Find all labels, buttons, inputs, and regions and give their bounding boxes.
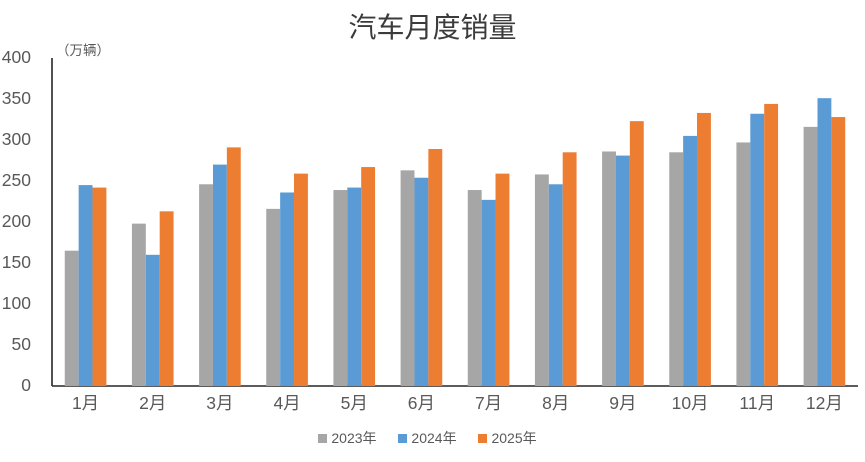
svg-text:5月: 5月 bbox=[341, 393, 368, 413]
svg-text:3月: 3月 bbox=[206, 393, 233, 413]
svg-text:10月: 10月 bbox=[672, 393, 709, 413]
svg-text:150: 150 bbox=[2, 252, 31, 272]
svg-text:8月: 8月 bbox=[542, 393, 569, 413]
svg-text:12月: 12月 bbox=[806, 393, 843, 413]
svg-text:100: 100 bbox=[2, 293, 31, 313]
svg-text:6月: 6月 bbox=[408, 393, 435, 413]
svg-text:350: 350 bbox=[2, 88, 31, 108]
svg-text:4月: 4月 bbox=[273, 393, 300, 413]
svg-text:11月: 11月 bbox=[739, 393, 775, 413]
svg-text:0: 0 bbox=[21, 375, 31, 395]
svg-text:2月: 2月 bbox=[139, 393, 166, 413]
svg-text:9月: 9月 bbox=[609, 393, 636, 413]
svg-text:1月: 1月 bbox=[72, 393, 99, 413]
svg-text:300: 300 bbox=[2, 129, 31, 149]
svg-text:250: 250 bbox=[2, 170, 31, 190]
svg-text:400: 400 bbox=[2, 47, 31, 67]
svg-text:7月: 7月 bbox=[475, 393, 502, 413]
svg-text:200: 200 bbox=[2, 211, 31, 231]
svg-text:50: 50 bbox=[12, 334, 32, 354]
